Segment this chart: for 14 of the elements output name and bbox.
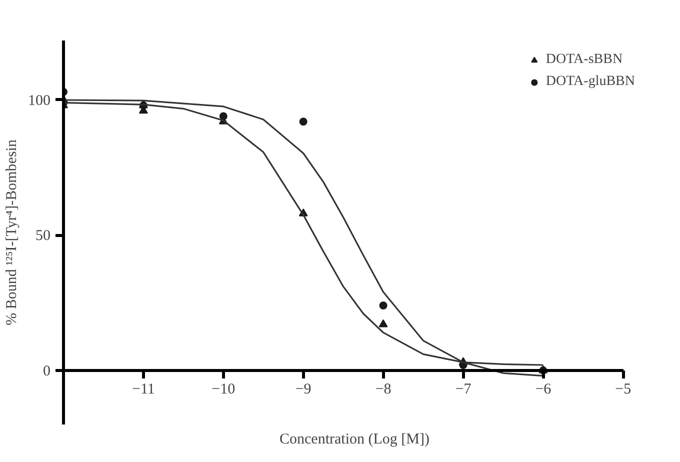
x-axis-title: Concentration (Log [M])	[280, 432, 430, 448]
legend-label: DOTA-sBBN	[546, 52, 623, 68]
x-tick-label: −5	[615, 381, 632, 398]
y-tick-label: 0	[43, 363, 50, 380]
y-tick-label: 50	[36, 228, 50, 244]
y-axis-title: % Bound ¹²⁵I-[Tyr⁴]-Bombesin	[4, 139, 20, 326]
x-tick-label: −10	[212, 381, 236, 398]
x-tick-label: −9	[295, 381, 312, 398]
y-tick-label: 100	[28, 92, 50, 109]
legend-label: DOTA-gluBBN	[546, 74, 635, 90]
x-tick-label: −11	[132, 381, 155, 398]
x-tick-label: −6	[535, 381, 552, 398]
x-tick-label: −8	[375, 381, 392, 398]
x-tick-label: −7	[455, 381, 472, 398]
